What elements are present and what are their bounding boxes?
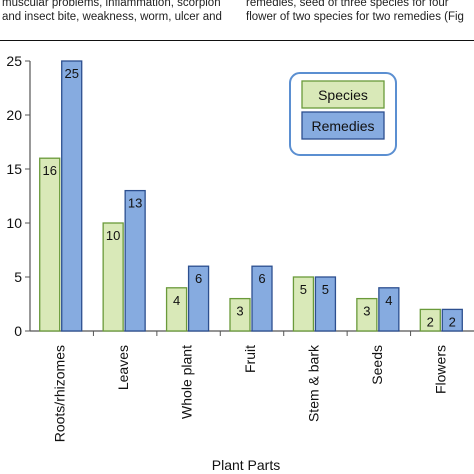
chart-bars (39, 60, 463, 332)
data-label: 6 (195, 271, 202, 286)
header-line: muscular problems, inflammation, scorpio… (2, 0, 221, 9)
data-label: 25 (64, 66, 78, 81)
y-tick-label: 20 (6, 107, 22, 123)
bar-remedies (61, 60, 83, 332)
bar-remedies (187, 265, 210, 332)
legend-swatch-species (301, 80, 385, 109)
data-label: 3 (363, 304, 370, 319)
data-label: 5 (300, 282, 307, 297)
bar-species (356, 297, 378, 332)
category-label: Fruit (242, 345, 258, 373)
data-label: 4 (385, 293, 392, 308)
header-text-right: remedies, seed of three species for four… (246, 0, 474, 24)
data-label: 16 (42, 163, 56, 178)
x-axis-title: Plant Parts (212, 457, 280, 473)
y-tick-label: 5 (14, 269, 22, 285)
bar-remedies (124, 189, 146, 332)
bar-species (229, 297, 251, 332)
data-label: 5 (322, 282, 329, 297)
data-label: 2 (449, 314, 456, 329)
bar-remedies (441, 308, 463, 332)
header-line: remedies, seed of three species for four (246, 0, 449, 9)
category-label: Whole plant (179, 345, 195, 419)
category-label: Stem & bark (305, 344, 321, 422)
header-text-left: muscular problems, inflammation, scorpio… (2, 0, 234, 24)
legend-label: Species (318, 87, 368, 103)
y-tick-label: 0 (14, 323, 22, 339)
header-line: and insect bite, weakness, worm, ulcer a… (2, 11, 222, 23)
legend-swatch-remedies (301, 111, 385, 140)
chart-legend: Species Remedies (289, 72, 397, 156)
category-label: Seeds (369, 345, 385, 385)
header-rule (0, 40, 474, 41)
data-label: 2 (427, 314, 434, 329)
legend-label: Remedies (311, 118, 374, 134)
bar-remedies (314, 276, 337, 332)
bar-species (165, 287, 188, 332)
y-tick-label: 25 (6, 53, 22, 69)
y-tick-label: 15 (6, 161, 22, 177)
bar-species (102, 222, 124, 332)
bar-remedies (251, 265, 273, 332)
data-label: 6 (258, 271, 265, 286)
y-tick-label: 10 (6, 215, 22, 231)
category-label: Leaves (115, 345, 131, 390)
category-label: Flowers (432, 345, 448, 394)
bar-species (419, 308, 441, 332)
bar-remedies (378, 287, 400, 332)
data-label: 13 (128, 196, 142, 211)
category-label: Roots/rhizomes (52, 345, 68, 442)
bar-species (39, 157, 61, 332)
data-label: 4 (173, 293, 180, 308)
header-line: flower of two species for two remedies (… (246, 11, 464, 23)
data-label: 10 (106, 228, 120, 243)
data-label: 3 (236, 304, 243, 319)
bar-species (292, 276, 315, 332)
